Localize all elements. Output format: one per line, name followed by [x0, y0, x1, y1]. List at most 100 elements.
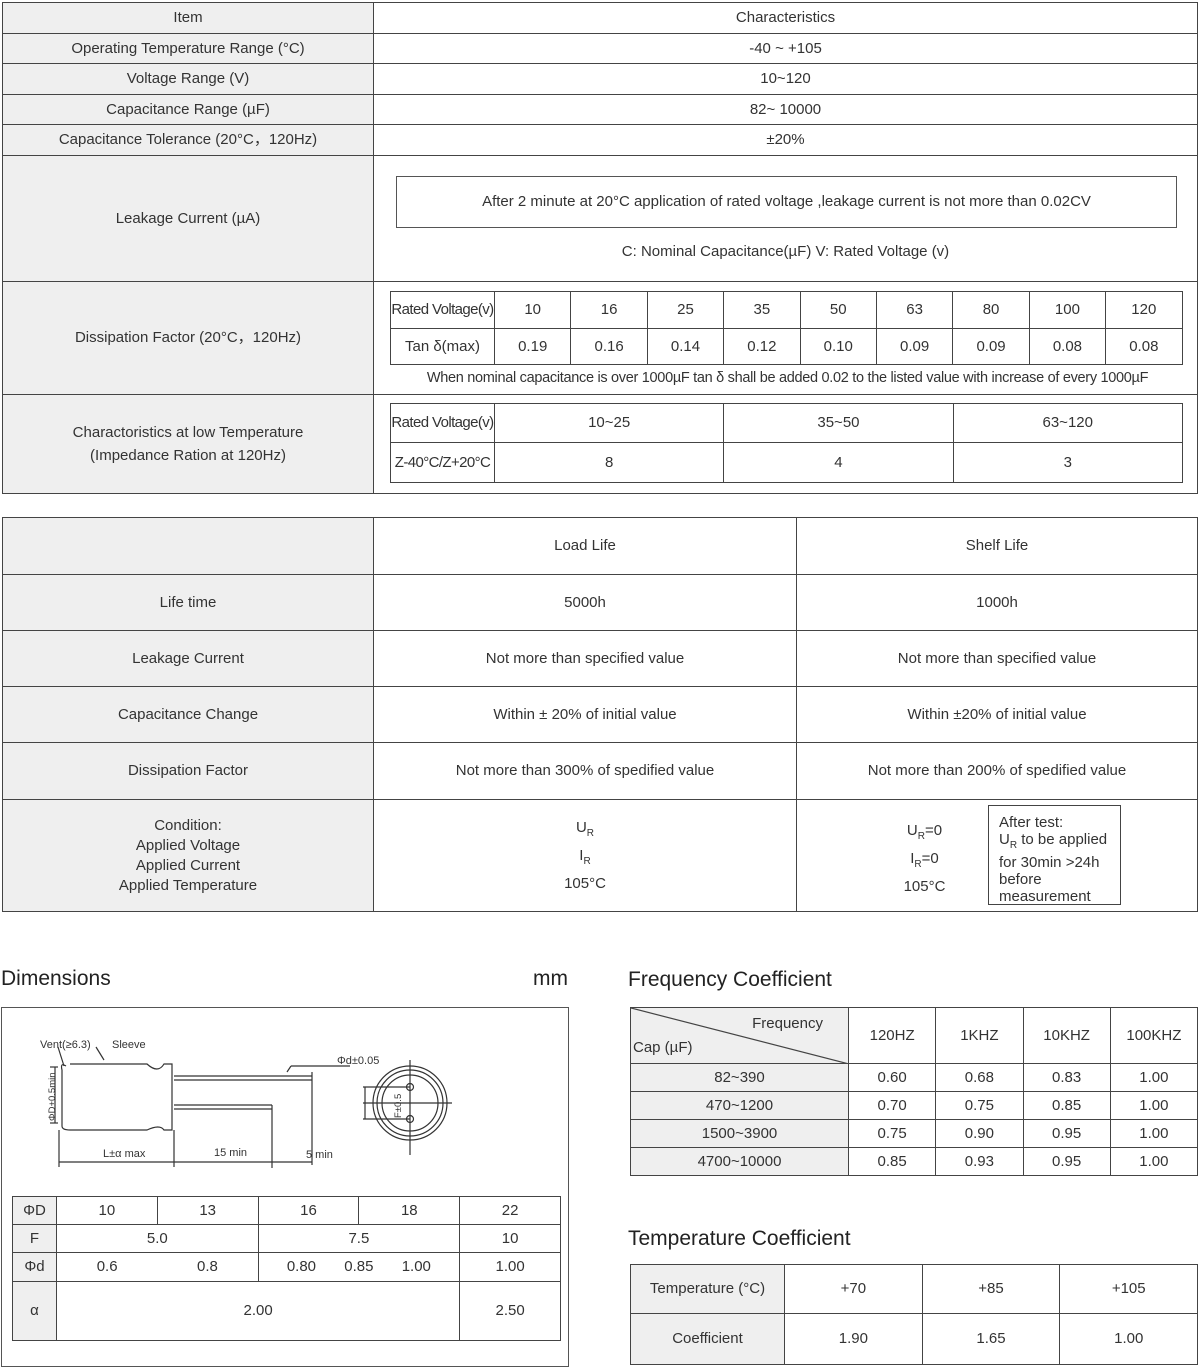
dimension-table: ΦD 10 13 16 18 22 F 5.0 7.5 10 Φd 0.6 0.8… — [12, 1196, 561, 1341]
spec-table: Item Characteristics Operating Temperatu… — [2, 2, 1198, 494]
rated-voltage-range: 35~50 — [723, 403, 954, 443]
item-value: ±20% — [373, 124, 1198, 156]
coefficient-value: 0.85 — [1022, 1091, 1111, 1120]
frequency-header: 1KHZ — [935, 1007, 1024, 1064]
dissipation-note: When nominal capacitance is over 1000µF … — [426, 370, 1149, 386]
coefficient-value: 1.00 — [1109, 1091, 1199, 1120]
dimensions-unit: mm — [533, 967, 568, 990]
lead-diameter-label: Φd±0.05 — [337, 1055, 379, 1067]
shelf-values: UR=0 IR=0 105°C — [897, 820, 952, 898]
header-characteristics: Characteristics — [373, 2, 1198, 34]
temperature-value: +70 — [784, 1264, 923, 1314]
coefficient-value: 1.00 — [1109, 1063, 1199, 1092]
frequency-title: Frequency Coefficient — [628, 968, 832, 991]
life-header-blank — [2, 517, 374, 575]
rated-voltage-value: 10 — [493, 291, 572, 329]
cap-range: 4700~10000 — [630, 1147, 849, 1176]
low-temp-cell: Rated Voltage(v) 10~25 35~50 63~120 Z-40°C/… — [373, 394, 1198, 494]
low-temp-label-line2: (Impedance Ration at 120Hz) — [90, 447, 286, 464]
shelf-value: Not more than specified value — [796, 630, 1198, 687]
coefficient-value: 0.95 — [1022, 1147, 1111, 1176]
condition-label: Applied Temperature — [118, 876, 258, 894]
capacitor-body — [60, 1063, 173, 1131]
tan-label: Tan δ(max) — [390, 328, 495, 365]
frequency-header: 10KHZ — [1022, 1007, 1111, 1064]
row-label: Leakage Current — [2, 630, 374, 687]
table-row: 82~390 0.60 0.68 0.83 1.00 — [630, 1063, 1199, 1092]
F-value: 7.5 — [257, 1224, 461, 1253]
row-label: Capacitance Change — [2, 686, 374, 743]
item-value: 10~120 — [373, 63, 1198, 95]
frequency-header: 120HZ — [847, 1007, 937, 1064]
phiD-value: 18 — [358, 1196, 461, 1225]
frequency-corner: Frequency Cap (µF) — [630, 1007, 849, 1064]
rated-voltage-label: Rated Voltage(v) — [390, 291, 495, 329]
row-label-alpha: α — [12, 1281, 57, 1341]
pitch-label: F±0.5 — [393, 1094, 404, 1118]
impedance-ratio-label: Z-40°C/Z+20°C — [390, 442, 495, 483]
coefficient-value: 0.90 — [935, 1119, 1024, 1148]
sleeve-label: Sleeve — [112, 1039, 146, 1051]
item-label: Voltage Range (V) — [2, 63, 374, 95]
phiD-value: 22 — [459, 1196, 561, 1225]
leakage-cell: After 2 minute at 20°C application of ra… — [373, 155, 1198, 282]
rated-voltage-value: 80 — [952, 291, 1030, 329]
temperature-value: +105 — [1059, 1264, 1199, 1314]
shelf-value: Not more than 200% of spedified value — [796, 742, 1198, 800]
shelf-condition: UR=0 IR=0 105°C After test: UR to be app… — [796, 799, 1198, 912]
item-label: Operating Temperature Range (°C) — [2, 33, 374, 64]
item-label: Capacitance Tolerance (20°C，120Hz) — [2, 124, 374, 156]
impedance-ratio-value: 8 — [493, 442, 725, 483]
phiD-value: 10 — [56, 1196, 158, 1225]
cap-range: 1500~3900 — [630, 1119, 849, 1148]
tan-value: 0.14 — [646, 328, 725, 365]
leakage-statement: After 2 minute at 20°C application of ra… — [396, 175, 1177, 228]
rated-voltage-value: 63 — [875, 291, 954, 329]
rated-voltage-range: 10~25 — [493, 403, 725, 443]
capacitor-drawing: Vent(≥6.3) Sleeve Φd±0.05 L±α max 15 min… — [40, 1039, 452, 1168]
phiD-value: 13 — [156, 1196, 259, 1225]
rated-voltage-value: 120 — [1105, 291, 1183, 329]
impedance-ratio-value: 3 — [952, 442, 1183, 483]
temperature-table: Temperature (°C) +70 +85 +105 Coefficient 1.… — [630, 1264, 1199, 1365]
header-item: Item — [2, 2, 374, 34]
frequency-header: 100KHZ — [1109, 1007, 1199, 1064]
rated-voltage-value: 100 — [1028, 291, 1107, 329]
lead-15min-label: 15 min — [214, 1147, 247, 1159]
phid-value: 0.85 — [344, 1258, 374, 1276]
impedance-ratio-value: 4 — [723, 442, 954, 483]
dissipation-subtable: Rated Voltage(v) 10 16 25 35 50 63 80 100 120 Tan… — [390, 291, 1183, 365]
dimensions-title: Dimensions — [1, 967, 111, 990]
tan-value: 0.12 — [723, 328, 801, 365]
length-label: L±α max — [103, 1148, 146, 1160]
shelf-value: 1000h — [796, 574, 1198, 631]
rated-voltage-range: 63~120 — [952, 403, 1183, 443]
dissipation-cell: Rated Voltage(v) 10 16 25 35 50 63 80 100 120 Tan… — [373, 281, 1198, 395]
coefficient-value: 0.95 — [1022, 1119, 1111, 1148]
temperature-label: Temperature (°C) — [630, 1264, 785, 1314]
load-temp: 105°C — [564, 874, 606, 892]
coefficient-value: 1.00 — [1059, 1313, 1199, 1365]
phid-value: 0.80 — [286, 1258, 317, 1276]
condition-label: Applied Current — [135, 856, 241, 874]
phid-value: 0.6 — [96, 1258, 118, 1276]
temperature-value: +85 — [921, 1264, 1061, 1314]
load-value: Not more than 300% of spedified value — [373, 742, 797, 800]
coefficient-value: 0.75 — [847, 1119, 937, 1148]
alpha-value: 2.00 — [55, 1281, 461, 1341]
phid-value: 1.00 — [459, 1252, 561, 1282]
coefficient-value: 0.60 — [847, 1063, 937, 1092]
tan-value: 0.19 — [493, 328, 572, 365]
alpha-value: 2.50 — [459, 1281, 561, 1341]
condition-label: Condition: — [154, 816, 222, 834]
load-value: 5000h — [373, 574, 797, 631]
low-temp-label: Charactoristics at low Temperature (Impe… — [2, 394, 374, 494]
tan-value: 0.10 — [799, 328, 877, 365]
corner-diagonal — [631, 1008, 849, 1064]
phid-value: 1.00 — [401, 1258, 431, 1276]
F-value: 5.0 — [56, 1224, 259, 1253]
item-label: Capacitance Range (µF) — [2, 94, 374, 125]
table-row: 4700~10000 0.85 0.93 0.95 1.00 — [630, 1147, 1199, 1176]
coefficient-value: 1.90 — [784, 1313, 923, 1365]
phid-values-small: 0.6 0.8 — [56, 1252, 259, 1282]
